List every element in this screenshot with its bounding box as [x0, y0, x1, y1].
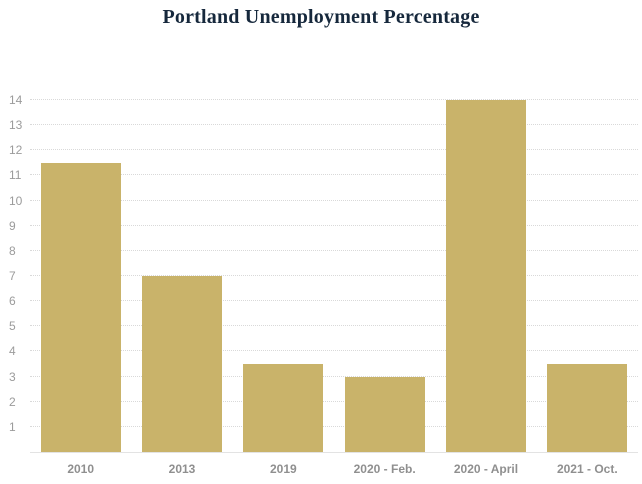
y-tick-label: 3 — [9, 369, 16, 384]
y-tick-label: 14 — [9, 93, 23, 107]
x-tick-label: 2010 — [67, 462, 95, 476]
x-tick-label: 2020 - Feb. — [353, 462, 416, 476]
y-tick-label: 5 — [9, 319, 16, 334]
bar-2020 - April — [445, 100, 526, 452]
bars-group — [30, 100, 638, 452]
x-tick-label: 2020 - April — [453, 462, 519, 476]
bar-2019 — [243, 364, 324, 452]
y-tick-label: 9 — [9, 218, 16, 233]
x-axis: 2010 2013 2019 2020 - Feb. 2020 - April 2021 … — [30, 453, 638, 476]
y-tick-label: 4 — [9, 344, 16, 359]
bar-slot — [30, 100, 131, 452]
bar-2020 - Feb. — [344, 376, 425, 452]
bar-slot — [131, 100, 232, 452]
y-tick-label: 12 — [9, 143, 23, 158]
y-tick-label: 6 — [9, 294, 16, 309]
x-tick-label: 2019 — [269, 462, 297, 476]
y-tick-label: 11 — [9, 168, 22, 183]
bar-2021 - Oct. — [547, 364, 628, 452]
y-axis: 1 2 3 4 5 6 7 8 9 10 11 12 13 14 — [0, 93, 30, 452]
y-tick-label: 13 — [9, 118, 23, 133]
y-tick-label: 8 — [9, 243, 16, 258]
bar-slot — [435, 100, 536, 452]
x-tick-label: 2013 — [168, 462, 196, 476]
chart-title: Portland Unemployment Percentage — [162, 6, 480, 28]
y-tick-label: 1 — [9, 419, 16, 434]
bar-slot — [334, 100, 435, 452]
bar-slot — [537, 100, 638, 452]
y-tick-label: 2 — [9, 394, 16, 409]
y-tick-label: 7 — [9, 269, 16, 283]
x-tick-label: 2021 - Oct. — [556, 462, 618, 476]
bar-2013 — [141, 276, 223, 452]
bar-chart: 1 2 3 4 5 6 7 8 9 10 11 12 13 14 2010 2013 2019 2020 - F… — [0, 93, 642, 484]
bar-2010 — [40, 162, 121, 452]
y-tick-label: 10 — [9, 193, 23, 208]
bar-slot — [233, 100, 334, 452]
plot-area — [30, 99, 638, 453]
